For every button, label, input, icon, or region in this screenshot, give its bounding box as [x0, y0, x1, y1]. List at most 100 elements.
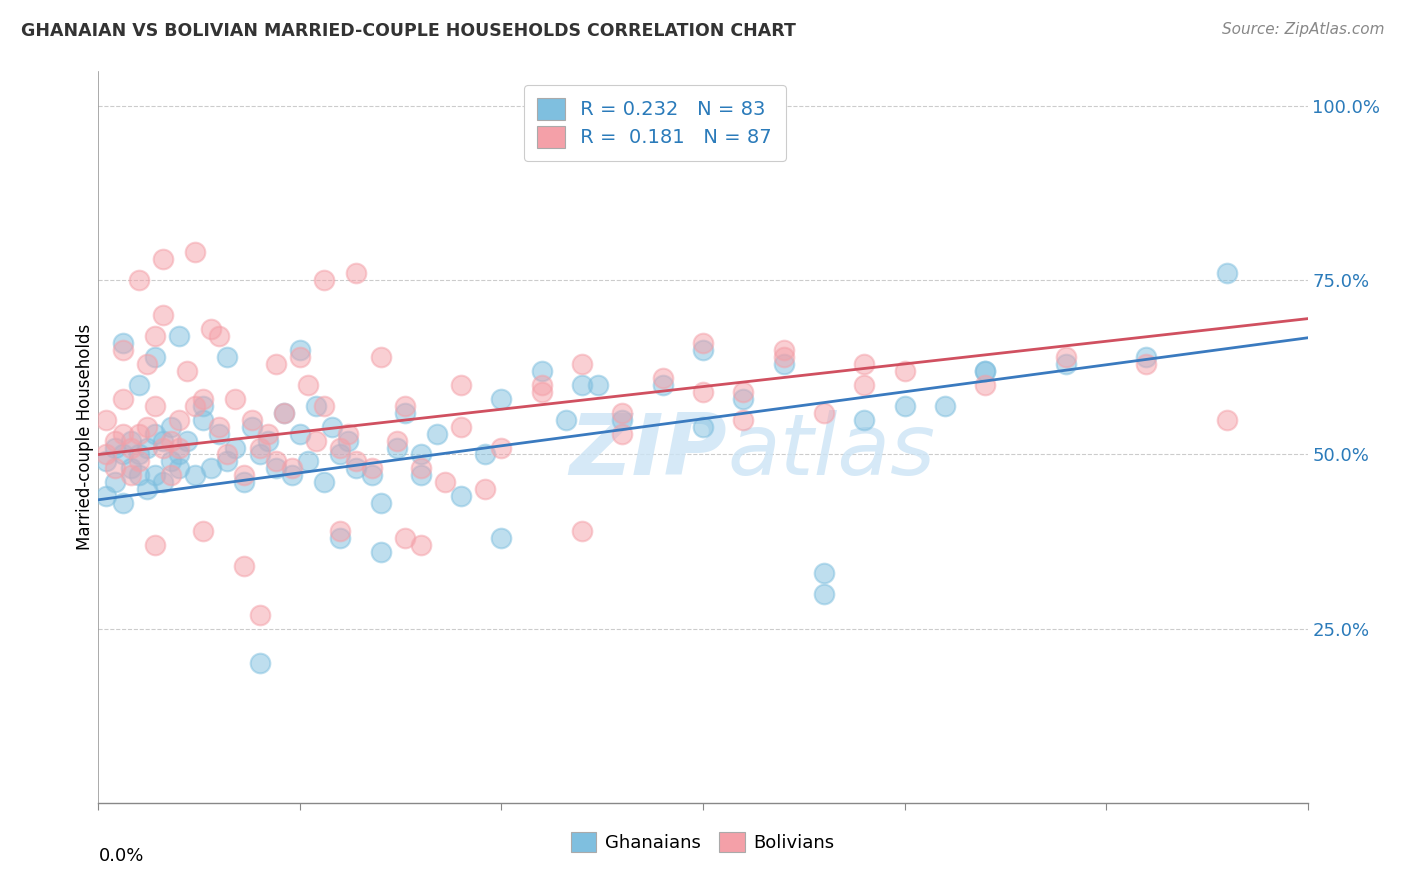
Point [103, 434, 125, 448]
Point [491, 392, 513, 406]
Point [305, 399, 328, 413]
Point [853, 357, 876, 371]
Point [571, 524, 593, 538]
Point [193, 399, 215, 413]
Point [135, 441, 157, 455]
Point [103, 475, 125, 490]
Point [240, 419, 263, 434]
Point [143, 329, 166, 343]
Point [370, 350, 392, 364]
Point [692, 419, 714, 434]
Point [491, 531, 513, 545]
Text: GHANAIAN VS BOLIVIAN MARRIED-COUPLE HOUSEHOLDS CORRELATION CHART: GHANAIAN VS BOLIVIAN MARRIED-COUPLE HOUS… [21, 22, 796, 40]
Point [651, 377, 673, 392]
Point [128, 273, 150, 287]
Point [733, 384, 755, 399]
Point [530, 377, 553, 392]
Point [1216, 266, 1239, 280]
Point [305, 434, 328, 448]
Point [772, 350, 794, 364]
Point [772, 343, 794, 357]
Point [344, 266, 367, 280]
Point [111, 496, 134, 510]
Point [612, 406, 634, 420]
Point [612, 412, 634, 426]
Point [167, 448, 190, 462]
Point [217, 448, 239, 462]
Point [555, 412, 578, 426]
Point [128, 426, 150, 441]
Point [281, 468, 304, 483]
Point [409, 468, 432, 483]
Point [571, 377, 593, 392]
Point [530, 384, 553, 399]
Point [152, 475, 174, 490]
Point [893, 399, 915, 413]
Point [450, 419, 472, 434]
Point [111, 336, 134, 351]
Point [450, 489, 472, 503]
Point [224, 392, 246, 406]
Point [264, 357, 287, 371]
Point [217, 350, 239, 364]
Point [96, 448, 118, 462]
Point [288, 426, 311, 441]
Point [314, 475, 336, 490]
Point [344, 454, 367, 468]
Y-axis label: Married-couple Households: Married-couple Households [76, 324, 94, 550]
Point [530, 364, 553, 378]
Point [394, 406, 416, 420]
Point [692, 384, 714, 399]
Point [1135, 357, 1157, 371]
Point [193, 524, 215, 538]
Text: ZIP: ZIP [569, 410, 727, 493]
Point [426, 426, 449, 441]
Point [361, 461, 384, 475]
Point [450, 377, 472, 392]
Point [409, 461, 432, 475]
Point [232, 558, 254, 573]
Point [733, 392, 755, 406]
Point [167, 412, 190, 426]
Point [264, 454, 287, 468]
Point [176, 434, 198, 448]
Point [256, 426, 278, 441]
Point [813, 566, 835, 580]
Text: Source: ZipAtlas.com: Source: ZipAtlas.com [1222, 22, 1385, 37]
Point [208, 329, 231, 343]
Point [128, 454, 150, 468]
Point [434, 475, 457, 490]
Point [474, 448, 496, 462]
Point [337, 434, 360, 448]
Point [314, 273, 336, 287]
Point [184, 399, 207, 413]
Point [152, 434, 174, 448]
Point [329, 448, 352, 462]
Point [128, 468, 150, 483]
Point [853, 377, 876, 392]
Point [249, 448, 271, 462]
Point [329, 531, 352, 545]
Point [120, 441, 142, 455]
Point [120, 434, 142, 448]
Point [344, 461, 367, 475]
Point [176, 364, 198, 378]
Point [974, 364, 997, 378]
Point [772, 357, 794, 371]
Point [256, 434, 278, 448]
Point [264, 461, 287, 475]
Point [111, 392, 134, 406]
Point [813, 587, 835, 601]
Point [692, 343, 714, 357]
Point [103, 461, 125, 475]
Point [409, 538, 432, 552]
Point [297, 454, 319, 468]
Point [96, 489, 118, 503]
Point [394, 399, 416, 413]
Point [167, 461, 190, 475]
Point [152, 441, 174, 455]
Point [160, 434, 183, 448]
Point [160, 468, 183, 483]
Point [249, 441, 271, 455]
Point [409, 448, 432, 462]
